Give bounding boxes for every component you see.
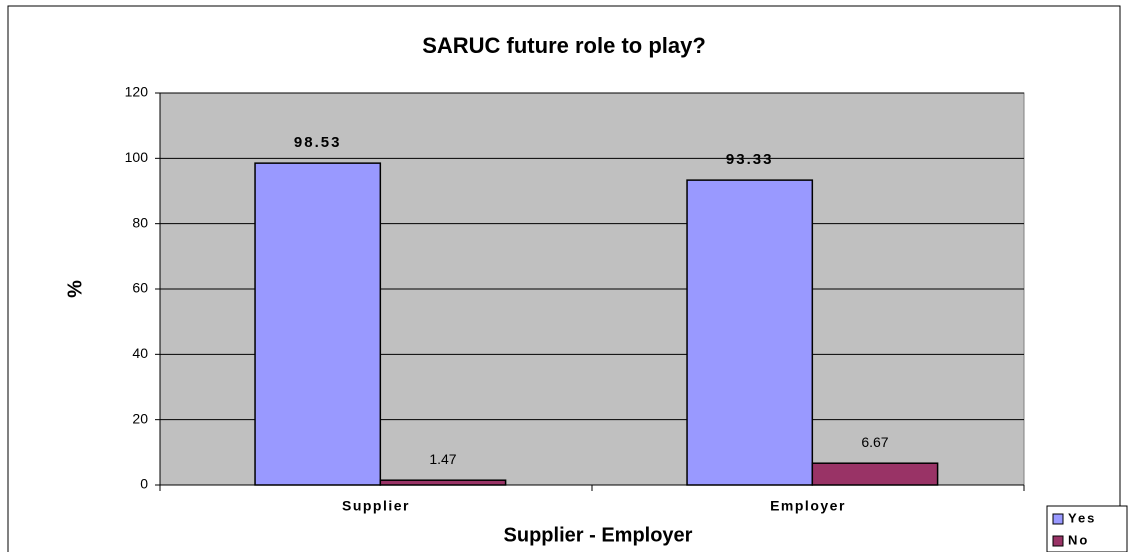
y-tick-label: 100 — [125, 149, 149, 165]
y-tick-label: 40 — [132, 345, 148, 361]
y-tick-label: 20 — [132, 410, 148, 426]
legend-label: Yes — [1068, 510, 1096, 525]
data-label: 1.47 — [429, 451, 456, 467]
data-label: 98.53 — [294, 134, 342, 151]
chart-title: SARUC future role to play? — [422, 33, 706, 58]
bar — [686, 179, 814, 486]
y-tick-label: 0 — [140, 476, 148, 492]
x-axis-title: Supplier - Employer — [504, 524, 693, 546]
x-tick-label: Employer — [770, 498, 846, 514]
legend-swatch — [1052, 513, 1064, 525]
bar — [254, 162, 382, 486]
data-label: 93.33 — [726, 151, 774, 168]
y-tick-label: 80 — [132, 214, 148, 230]
y-tick-label: 120 — [125, 84, 149, 100]
y-tick-label: 60 — [132, 280, 148, 296]
legend-label: No — [1068, 532, 1089, 547]
bar — [811, 462, 939, 486]
bar — [379, 479, 507, 486]
y-axis-title: % — [64, 280, 86, 298]
data-label: 6.67 — [861, 434, 888, 450]
legend-swatch — [1052, 535, 1064, 547]
x-tick-label: Supplier — [342, 498, 410, 514]
